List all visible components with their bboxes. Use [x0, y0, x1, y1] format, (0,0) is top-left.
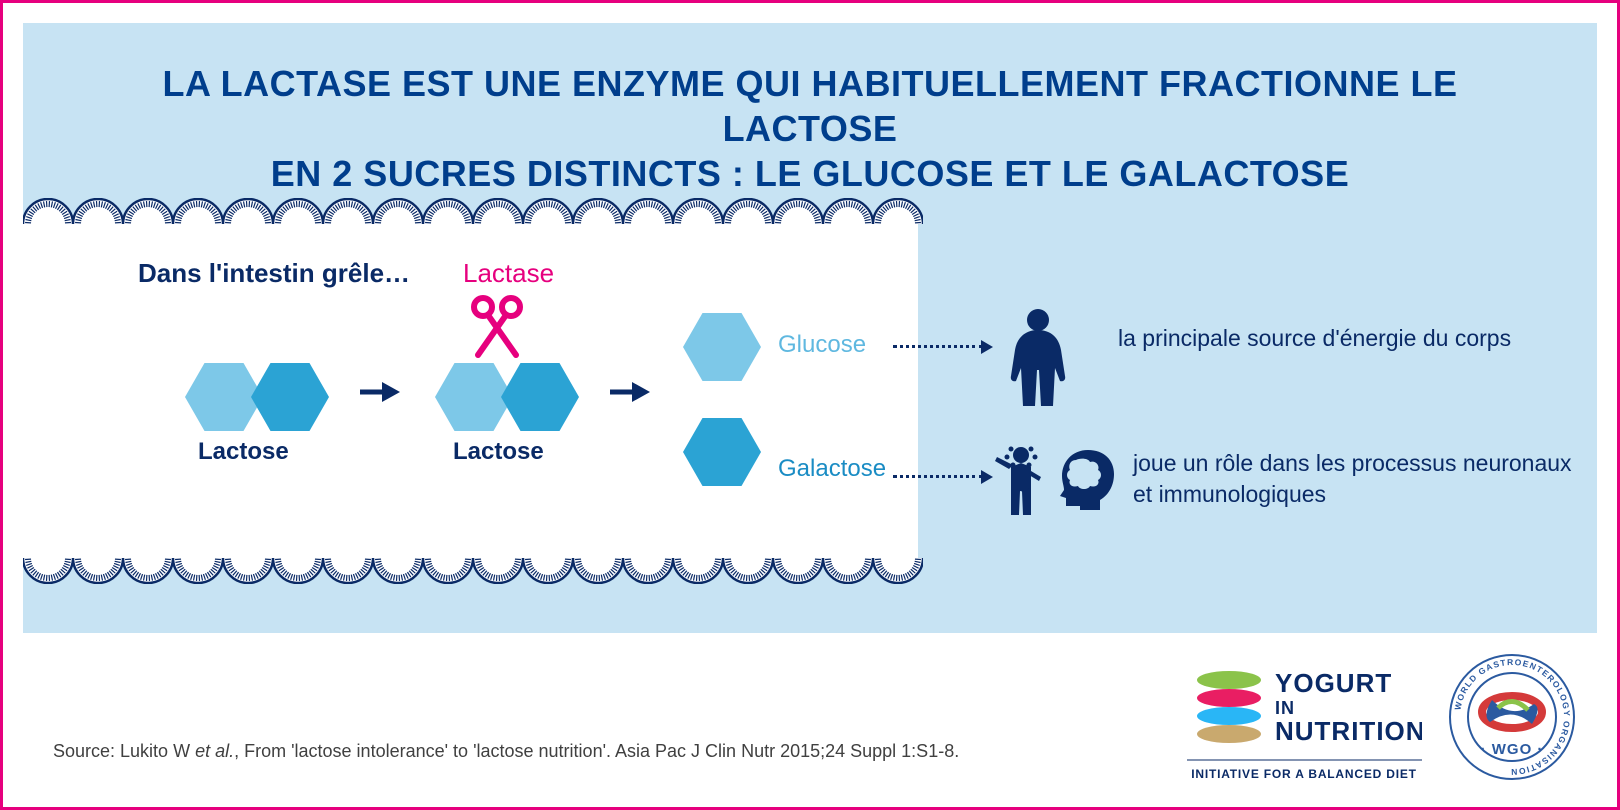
source-citation: Source: Lukito W et al., From 'lactose i… — [53, 741, 959, 762]
scallop-border-bottom — [23, 558, 923, 584]
hexagon-icon — [683, 313, 761, 381]
brain-icon — [1058, 448, 1118, 513]
glucose-description: la principale source d'énergie du corps — [1118, 323, 1558, 354]
svg-text:IN: IN — [1275, 698, 1295, 718]
dotted-arrow-icon — [893, 475, 983, 478]
lactose-label-2: Lactose — [453, 438, 544, 466]
intestine-subheading: Dans l'intestin grêle… — [138, 258, 410, 289]
glucose-label: Glucose — [778, 331, 866, 359]
arrow-icon — [608, 375, 650, 414]
title-line-2: EN 2 SUCRES DISTINCTS : LE GLUCOSE ET LE… — [271, 153, 1349, 194]
body-icon — [1003, 308, 1073, 408]
lactase-label: Lactase — [463, 258, 554, 289]
lactose-label-1: Lactose — [198, 438, 289, 466]
dotted-arrow-icon — [893, 345, 983, 348]
svg-text:NUTRITION: NUTRITION — [1275, 716, 1422, 746]
svg-text:INITIATIVE FOR A BALANCED DIET: INITIATIVE FOR A BALANCED DIET — [1191, 767, 1417, 781]
galactose-description: joue un rôle dans les processus neuronau… — [1133, 448, 1583, 510]
scissors-icon — [468, 293, 538, 363]
arrow-icon — [358, 375, 400, 414]
title-line-1: LA LACTASE EST UNE ENZYME QUI HABITUELLE… — [163, 63, 1458, 149]
hexagon-icon — [501, 363, 579, 431]
blue-panel: LA LACTASE EST UNE ENZYME QUI HABITUELLE… — [23, 23, 1597, 633]
svg-text:· WGO ·: · WGO · — [1481, 741, 1544, 758]
svg-text:YOGURT: YOGURT — [1275, 668, 1392, 698]
wgo-logo: WORLD GASTROENTEROLOGY ORGANISATION · WG… — [1447, 652, 1577, 782]
main-title: LA LACTASE EST UNE ENZYME QUI HABITUELLE… — [23, 23, 1597, 216]
outer-frame: LA LACTASE EST UNE ENZYME QUI HABITUELLE… — [0, 0, 1620, 810]
galactose-label: Galactose — [778, 455, 886, 483]
hexagon-icon — [251, 363, 329, 431]
immune-icon — [993, 443, 1048, 518]
yogurt-in-nutrition-logo: YOGURT IN NUTRITION INITIATIVE FOR A BAL… — [1187, 652, 1422, 787]
svg-text:WORLD GASTROENTEROLOGY ORGANIS: WORLD GASTROENTEROLOGY ORGANISATION — [1452, 657, 1572, 777]
scallop-border-top — [23, 198, 923, 224]
hexagon-icon — [683, 418, 761, 486]
